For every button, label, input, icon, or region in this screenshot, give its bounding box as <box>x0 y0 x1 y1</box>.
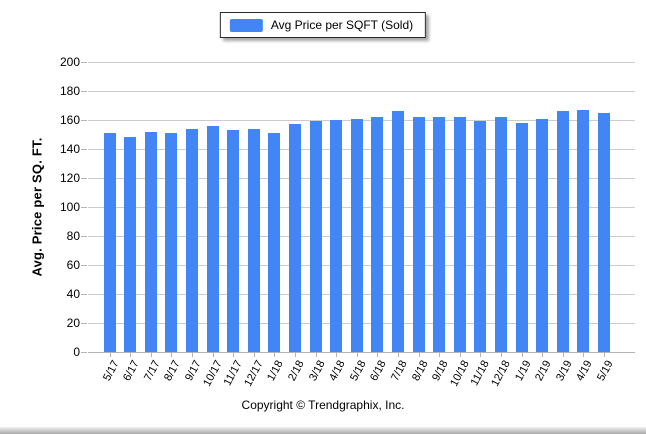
x-axis-tick <box>562 353 564 357</box>
x-axis-tick <box>109 353 111 357</box>
y-axis-tick <box>81 236 87 237</box>
y-axis-tick-label: 160 <box>59 113 80 127</box>
footer-copyright: Copyright © Trendgraphix, Inc. <box>241 398 405 412</box>
x-axis-tick <box>500 353 502 357</box>
x-axis-tick <box>542 353 544 357</box>
y-axis-tick-label: 80 <box>66 229 80 243</box>
x-axis-tick <box>583 353 585 357</box>
x-axis-tick <box>459 353 461 357</box>
y-axis-tick-label: 140 <box>59 142 80 156</box>
y-axis-tick <box>81 207 87 208</box>
y-axis-tick-label: 0 <box>73 345 80 359</box>
x-axis-tick <box>233 353 235 357</box>
bar <box>474 121 487 352</box>
x-axis-tick <box>603 353 605 357</box>
x-axis-tick <box>418 353 420 357</box>
x-axis-tick <box>377 353 379 357</box>
bar <box>536 119 549 352</box>
bar <box>412 117 425 352</box>
bar <box>330 120 343 352</box>
bar <box>144 132 157 352</box>
x-axis-tick <box>274 353 276 357</box>
x-axis-tick <box>356 353 358 357</box>
bar <box>391 111 404 352</box>
x-axis-tick <box>130 353 132 357</box>
y-axis-tick-label: 120 <box>59 171 80 185</box>
y-axis-tick-label: 20 <box>66 316 80 330</box>
legend-label: Avg Price per SQFT (Sold) <box>270 18 414 32</box>
gridline <box>88 91 635 92</box>
y-axis-tick <box>81 178 87 179</box>
y-axis-tick <box>81 120 87 121</box>
bar <box>247 129 260 352</box>
y-axis-tick <box>81 352 87 353</box>
bar <box>165 133 178 352</box>
bar <box>597 113 610 352</box>
bar <box>268 133 281 352</box>
y-axis-tick <box>81 294 87 295</box>
bar <box>288 124 301 352</box>
window-bottom-edge <box>0 427 646 434</box>
bar <box>309 121 322 352</box>
bar <box>433 117 446 352</box>
y-axis-tick <box>81 62 87 63</box>
bar <box>185 129 198 352</box>
y-axis-tick-label: 60 <box>66 258 80 272</box>
x-axis-tick <box>294 353 296 357</box>
chart-legend: Avg Price per SQFT (Sold) <box>219 12 427 38</box>
x-axis-tick <box>191 353 193 357</box>
bar <box>371 117 384 352</box>
x-axis-tick <box>253 353 255 357</box>
plot-area: 0 20 40 60 80 100 120 140 160 180 200 5/17 6/17 7/17 8… <box>60 55 635 388</box>
bar <box>350 119 363 352</box>
x-axis-tick <box>336 353 338 357</box>
bar <box>577 110 590 352</box>
x-axis-tick <box>439 353 441 357</box>
y-axis-tick-label: 200 <box>59 55 80 69</box>
bar <box>124 137 137 352</box>
x-axis-tick <box>212 353 214 357</box>
bar <box>494 117 507 352</box>
x-axis-tick <box>171 353 173 357</box>
y-axis-tick-label: 100 <box>59 200 80 214</box>
x-axis-tick <box>315 353 317 357</box>
y-axis-tick <box>81 265 87 266</box>
legend-swatch-icon <box>229 18 263 32</box>
bar <box>453 117 466 352</box>
gridline <box>88 62 635 63</box>
x-axis-tick <box>521 353 523 357</box>
bar <box>227 130 240 352</box>
x-axis-tick <box>150 353 152 357</box>
x-axis-tick <box>397 353 399 357</box>
y-axis-tick <box>81 149 87 150</box>
x-axis-line <box>88 352 635 353</box>
y-axis-tick <box>81 323 87 324</box>
bar <box>103 133 116 352</box>
bar <box>206 126 219 352</box>
x-axis-tick <box>480 353 482 357</box>
y-axis-tick <box>81 91 87 92</box>
bar <box>515 123 528 352</box>
y-axis-tick-label: 40 <box>66 287 80 301</box>
y-axis-tick-label: 180 <box>59 84 80 98</box>
bar <box>556 111 569 352</box>
